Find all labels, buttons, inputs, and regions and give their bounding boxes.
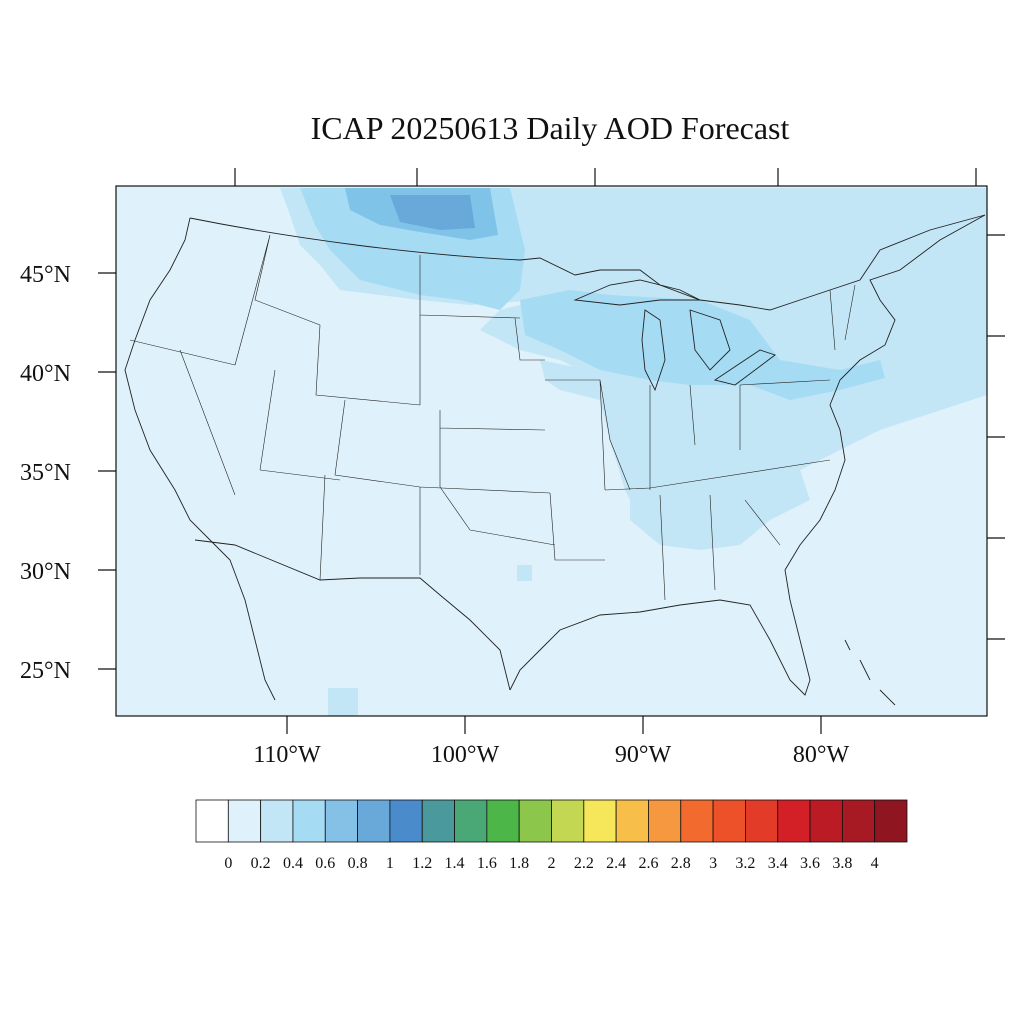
colorbar [195,799,908,843]
lon-label-110w: 110°W [253,742,321,768]
colorbar-label: 1.4 [445,855,465,872]
colorbar-labels: 0 0.2 0.4 0.6 0.8 1 1.2 1.4 1.6 1.8 2 2.2 2.4 2.6 2.8 3… [224,855,878,872]
colorbar-swatch [292,799,326,843]
colorbar-swatch [809,799,843,843]
colorbar-swatch [518,799,552,843]
right-ticks [987,234,1005,640]
longitude-labels: 110°W 100°W 90°W 80°W [253,742,849,768]
colorbar-label: 2.4 [606,855,626,872]
colorbar-swatch [583,799,617,843]
colorbar-label: 2 [548,855,556,872]
lat-label-25: 25°N [20,658,71,684]
colorbar-swatch [357,799,391,843]
colorbar-swatch [648,799,682,843]
colorbar-label: 2.6 [638,855,658,872]
colorbar-swatch [324,799,358,843]
colorbar-swatch [486,799,520,843]
lat-label-45: 45°N [20,262,71,288]
state-borders [129,234,856,601]
aod-region-dakota-darkest [390,195,475,230]
top-ticks [234,168,977,186]
colorbar-label: 1 [386,855,394,872]
lon-label-80w: 80°W [793,742,850,768]
colorbar-label: 0.2 [251,855,271,872]
aod-region-mexico-spot [328,688,358,716]
colorbar-swatch [841,799,876,843]
colorbar-swatch [227,799,262,843]
colorbar-label: 1.8 [509,855,529,872]
lake-superior [573,279,701,306]
lat-label-30: 30°N [20,559,71,585]
bahamas [844,639,896,706]
colorbar-swatch [551,799,585,843]
colorbar-label: 2.2 [574,855,594,872]
pacific-coast [124,217,276,701]
colorbar-swatch [874,799,908,843]
atlantic-coast [784,214,986,601]
lake-huron [689,309,731,371]
colorbar-label: 0.6 [315,855,335,872]
colorbar-label: 0.4 [283,855,303,872]
aod-shading [280,188,987,716]
colorbar-label: 1.2 [412,855,432,872]
lake-erie [713,349,776,386]
colorbar-label: 2.8 [671,855,691,872]
lake-michigan [641,309,666,392]
us-canada-border [189,214,986,311]
colorbar-swatch [389,799,423,843]
colorbar-label: 1.6 [477,855,497,872]
aod-region-ohio-valley [540,360,840,500]
colorbar-swatch [260,799,294,843]
colorbar-label: 3 [709,855,717,872]
us-mexico-border [194,539,511,691]
colorbar-swatch [777,799,811,843]
aod-region-texas-spot [517,565,532,581]
colorbar-label: 4 [871,855,879,872]
colorbar-swatch [680,799,714,843]
map-frame [115,185,988,717]
colorbar-swatch [421,799,455,843]
lon-label-90w: 90°W [615,742,672,768]
coastlines-and-borders [124,214,986,706]
colorbar-label: 3.4 [768,855,788,872]
colorbar-swatch [195,799,229,843]
map-title: ICAP 20250613 Daily AOD Forecast [310,110,790,146]
lat-label-40: 40°N [20,361,71,387]
colorbar-swatch [745,799,779,843]
colorbar-label: 0.8 [348,855,368,872]
colorbar-label: 3.2 [735,855,755,872]
bottom-ticks [286,716,822,734]
colorbar-label: 3.6 [800,855,820,872]
colorbar-swatch [712,799,746,843]
lon-label-100w: 100°W [431,742,500,768]
latitude-labels: 45°N 40°N 35°N 30°N 25°N [20,262,71,684]
left-ticks [98,272,116,670]
lat-label-35: 35°N [20,460,71,486]
aod-region-southeast [630,470,810,550]
colorbar-label: 3.8 [832,855,852,872]
colorbar-label: 0 [224,855,232,872]
colorbar-swatch [615,799,649,843]
gulf-coast [509,599,811,696]
aod-region-great-lakes [520,290,885,400]
colorbar-swatch [454,799,488,843]
